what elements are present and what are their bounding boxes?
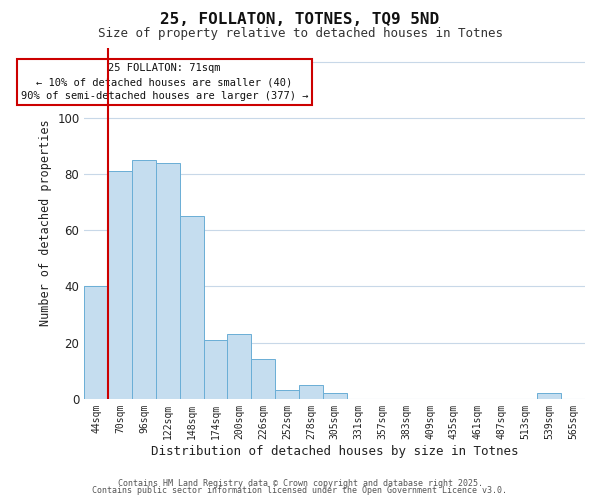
Bar: [251, 360, 275, 399]
Bar: [108, 171, 132, 399]
Y-axis label: Number of detached properties: Number of detached properties: [38, 120, 52, 326]
Text: 25 FOLLATON: 71sqm
← 10% of detached houses are smaller (40)
90% of semi-detache: 25 FOLLATON: 71sqm ← 10% of detached hou…: [21, 64, 308, 102]
X-axis label: Distribution of detached houses by size in Totnes: Distribution of detached houses by size …: [151, 444, 518, 458]
Bar: [132, 160, 156, 399]
Bar: [299, 385, 323, 399]
Bar: [180, 216, 203, 399]
Bar: [323, 393, 347, 399]
Text: Size of property relative to detached houses in Totnes: Size of property relative to detached ho…: [97, 28, 503, 40]
Bar: [275, 390, 299, 399]
Bar: [156, 162, 180, 399]
Bar: [538, 393, 561, 399]
Bar: [85, 286, 108, 399]
Text: 25, FOLLATON, TOTNES, TQ9 5ND: 25, FOLLATON, TOTNES, TQ9 5ND: [160, 12, 440, 28]
Bar: [227, 334, 251, 399]
Text: Contains public sector information licensed under the Open Government Licence v3: Contains public sector information licen…: [92, 486, 508, 495]
Bar: [203, 340, 227, 399]
Text: Contains HM Land Registry data © Crown copyright and database right 2025.: Contains HM Land Registry data © Crown c…: [118, 478, 482, 488]
